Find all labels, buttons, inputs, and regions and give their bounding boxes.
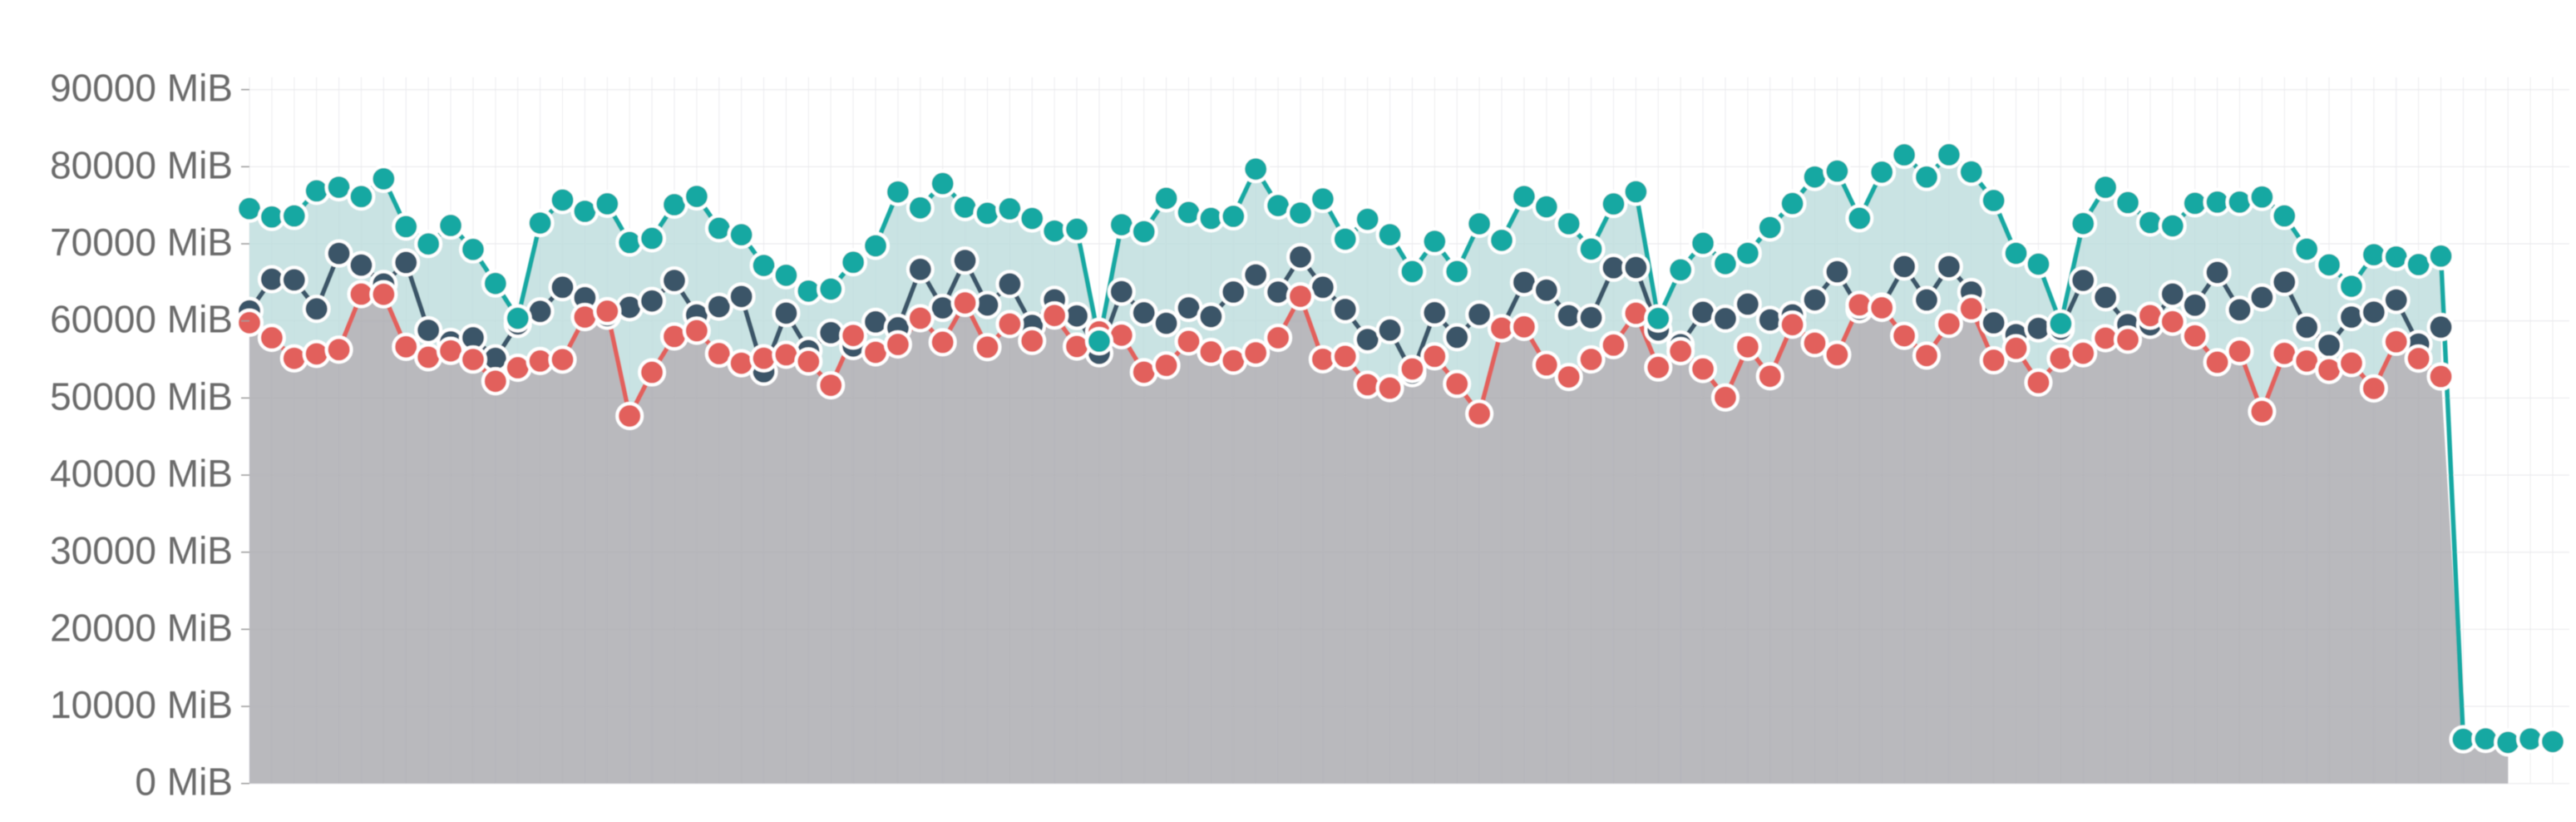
- svg-text:20000 MiB: 20000 MiB: [50, 606, 233, 649]
- svg-text:30000 MiB: 30000 MiB: [50, 529, 233, 572]
- svg-text:50000 MiB: 50000 MiB: [50, 374, 233, 418]
- svg-text:40000 MiB: 40000 MiB: [50, 452, 233, 495]
- svg-text:90000 MiB: 90000 MiB: [50, 67, 233, 110]
- svg-text:0 MiB: 0 MiB: [135, 760, 233, 804]
- svg-text:10000 MiB: 10000 MiB: [50, 683, 233, 726]
- svg-text:60000 MiB: 60000 MiB: [50, 298, 233, 341]
- svg-text:70000 MiB: 70000 MiB: [50, 220, 233, 264]
- svg-text:80000 MiB: 80000 MiB: [50, 143, 233, 186]
